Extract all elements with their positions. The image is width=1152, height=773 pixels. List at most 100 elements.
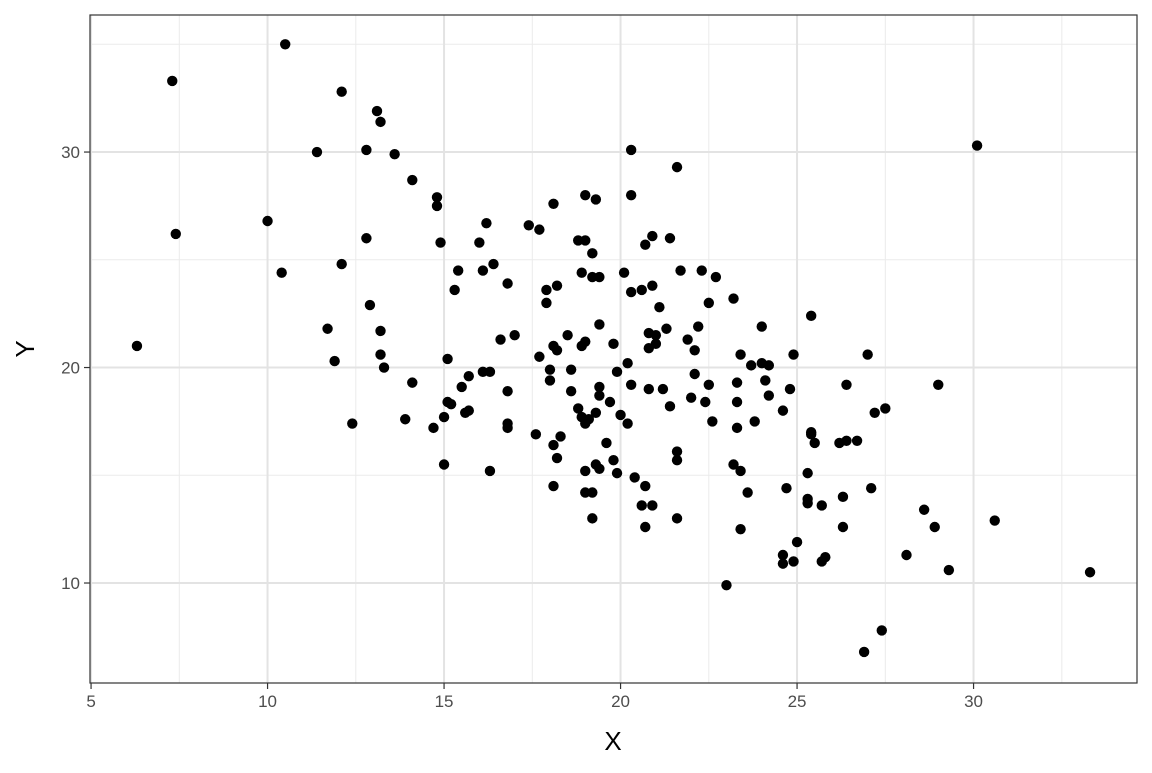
data-point: [971, 140, 983, 151]
data-point: [445, 398, 457, 410]
data-point: [548, 198, 559, 209]
data-point: [361, 233, 372, 244]
data-point: [590, 407, 602, 418]
data-point: [689, 345, 700, 356]
data-point: [375, 349, 386, 360]
data-point: [647, 500, 658, 511]
data-point: [329, 355, 340, 367]
data-point: [463, 370, 474, 382]
data-point: [647, 230, 658, 242]
data-point: [858, 646, 870, 658]
data-point: [534, 224, 545, 235]
data-point: [664, 401, 676, 412]
data-point: [361, 144, 372, 156]
data-point: [837, 491, 849, 503]
data-point: [777, 549, 789, 561]
data-point: [548, 439, 559, 451]
data-point: [837, 521, 849, 533]
data-point: [735, 465, 746, 477]
data-point: [640, 239, 651, 250]
data-point: [400, 414, 411, 425]
data-point: [601, 437, 612, 449]
data-point: [784, 383, 796, 395]
data-point: [375, 325, 386, 337]
data-point: [131, 340, 143, 352]
data-point: [650, 330, 662, 341]
data-point: [756, 321, 767, 332]
data-point: [435, 237, 446, 248]
data-point: [594, 271, 605, 283]
data-point: [703, 379, 715, 390]
data-point: [534, 351, 545, 362]
data-point: [671, 513, 683, 524]
data-point: [745, 360, 757, 371]
data-point: [541, 284, 552, 296]
data-point: [407, 377, 418, 388]
data-point: [788, 349, 799, 360]
data-point: [640, 480, 651, 492]
data-point: [805, 426, 817, 438]
data-point: [657, 383, 669, 395]
x-tick-label: 15: [435, 692, 454, 711]
data-point: [594, 463, 605, 475]
data-point: [311, 146, 323, 158]
data-point: [544, 375, 556, 386]
data-point: [654, 301, 665, 313]
data-point: [728, 293, 739, 304]
data-point: [431, 200, 443, 212]
data-point: [989, 515, 1000, 526]
data-point: [452, 265, 464, 276]
data-point: [604, 396, 616, 408]
data-point: [735, 349, 746, 360]
data-point: [262, 215, 273, 227]
data-point: [1084, 567, 1096, 578]
data-point: [322, 323, 333, 334]
data-point: [865, 483, 877, 494]
data-point: [449, 284, 460, 296]
y-axis-ticks: 10 20 30: [61, 143, 90, 593]
data-point: [572, 403, 584, 414]
data-point: [541, 297, 552, 309]
data-point: [675, 265, 686, 276]
data-point: [791, 536, 803, 548]
data-point: [918, 504, 930, 515]
data-point: [731, 396, 743, 408]
data-point: [650, 338, 662, 350]
data-point: [484, 366, 496, 378]
data-point: [640, 521, 651, 533]
data-point: [594, 319, 605, 330]
x-tick-label: 10: [258, 692, 277, 711]
data-point: [693, 321, 704, 332]
data-point: [777, 558, 789, 569]
data-point: [869, 407, 880, 418]
data-point: [562, 330, 573, 341]
data-point: [664, 233, 676, 244]
data-point: [671, 454, 683, 466]
data-point: [636, 500, 647, 511]
data-point: [876, 625, 887, 636]
data-point: [788, 556, 799, 567]
data-point: [851, 435, 863, 446]
data-point: [502, 278, 513, 289]
data-point: [580, 189, 591, 201]
data-point: [551, 345, 563, 356]
y-tick-label: 10: [61, 574, 80, 593]
data-point: [594, 381, 605, 393]
data-point: [438, 459, 450, 470]
y-tick-label: 30: [61, 143, 80, 162]
data-point: [749, 416, 760, 427]
data-point: [763, 390, 775, 401]
data-point: [671, 161, 683, 173]
data-point: [488, 258, 499, 270]
data-point: [710, 271, 722, 283]
data-point: [481, 217, 492, 229]
data-point: [587, 513, 598, 524]
data-point: [523, 220, 534, 231]
data-point: [703, 297, 715, 309]
data-point: [484, 465, 496, 477]
data-point: [809, 437, 820, 449]
data-point: [583, 414, 594, 425]
panel-border: [89, 14, 1138, 684]
data-point: [805, 310, 817, 322]
